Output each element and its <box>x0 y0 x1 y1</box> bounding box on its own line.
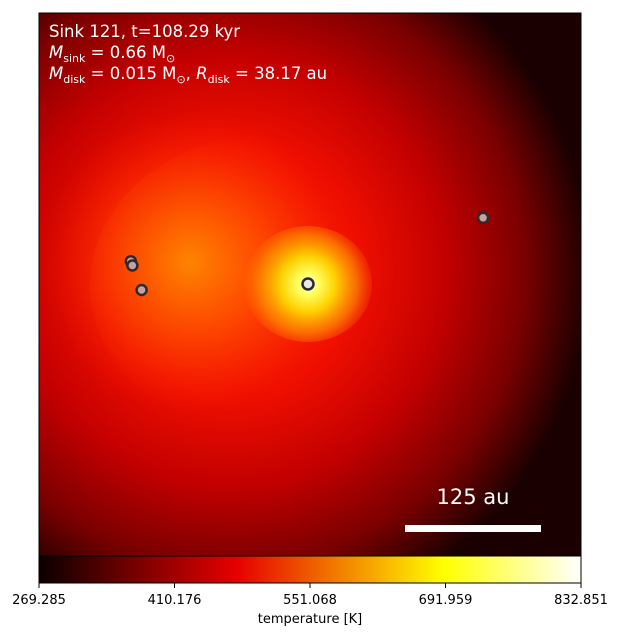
msink-label: Msink = 0.66 M⊙ <box>49 43 175 65</box>
colorbar-tick-label: 832.851 <box>554 593 608 608</box>
colorbar-tick-label: 691.959 <box>419 593 473 608</box>
colorbar-tick-label: 410.176 <box>148 593 202 608</box>
sink-d-marker <box>135 283 148 297</box>
sink-a-marker <box>476 211 490 225</box>
sinks-layer <box>124 211 490 297</box>
mdisk-rdisk-label: Mdisk = 0.015 M⊙, Rdisk = 38.17 au <box>49 64 327 86</box>
colorbar-ticks: 269.285 410.176 551.068 691.959 832.851 <box>12 583 608 608</box>
scalebar-label: 125 au <box>437 485 510 509</box>
colorbar-label: temperature [K] <box>258 612 363 627</box>
sink-c-marker <box>126 259 139 272</box>
scalebar <box>405 525 541 532</box>
colorbar-tick-label: 269.285 <box>12 593 66 608</box>
sink-label: Sink 121, t=108.29 kyr <box>49 22 240 41</box>
heatmap-panel <box>39 13 581 556</box>
colorbar-tick-label: 551.068 <box>283 593 337 608</box>
central-sink-marker <box>301 277 315 291</box>
colorbar <box>38 555 582 584</box>
